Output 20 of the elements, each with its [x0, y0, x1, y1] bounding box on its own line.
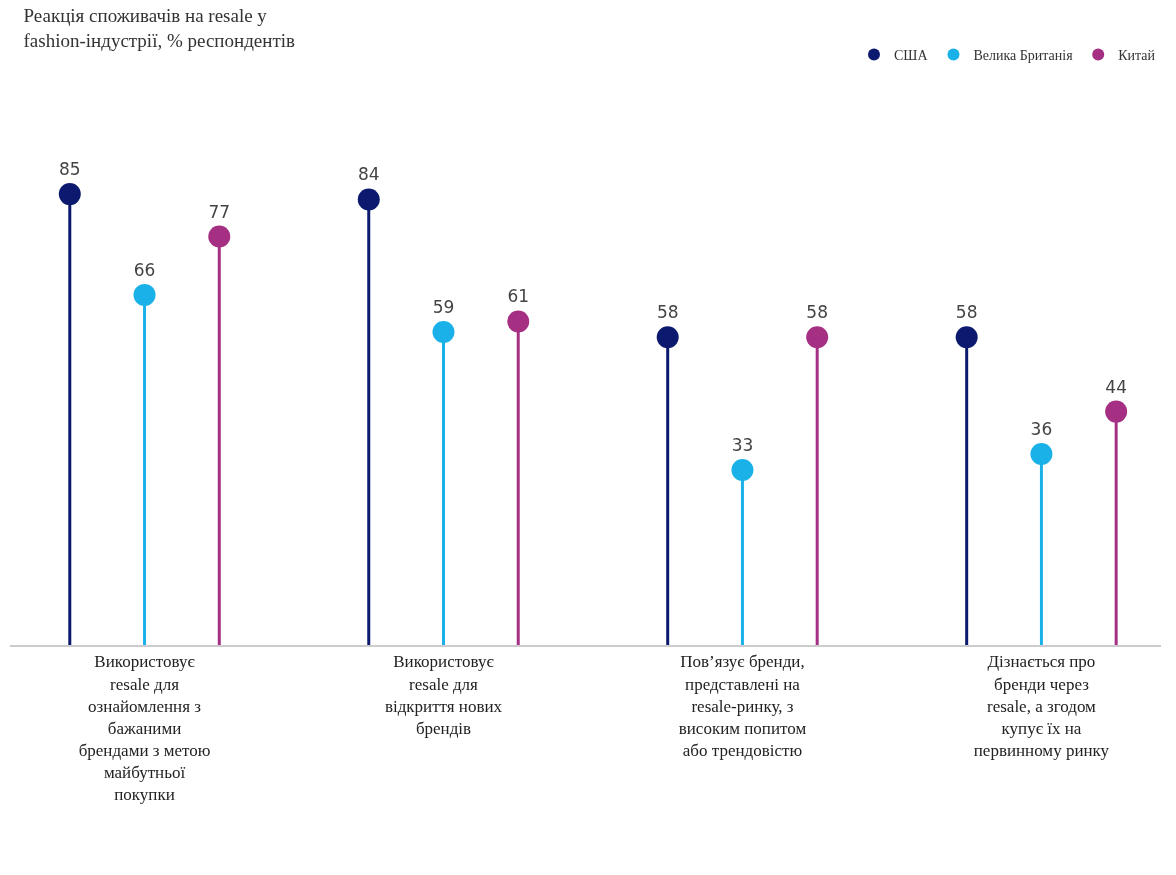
- data-label: 58: [806, 302, 829, 323]
- x-tick-label: Дізнається про бренди через resale, а згодом купує їх на первинному ринку: [973, 652, 1110, 760]
- data-label: 33: [731, 434, 754, 455]
- data-label: 36: [1030, 419, 1053, 440]
- x-tick-label: Використовує resale для ознайомлення з бажаними брендами з метою майбутньої покупки: [78, 652, 211, 804]
- data-label: 66: [133, 259, 156, 280]
- legend-label: Китай: [1118, 48, 1156, 64]
- data-label: 61: [507, 286, 530, 307]
- data-label: 77: [208, 201, 231, 222]
- data-label: 84: [357, 164, 380, 185]
- chart-title: Реакція споживачів на resale у fashion-індустрії, % респондентів: [23, 4, 296, 51]
- x-tick-label: Пов’язує бренди, представлені на resale-ринку, з високим попитом або трендовістю: [678, 652, 807, 760]
- data-label: 44: [1105, 376, 1127, 397]
- legend-label: Велика Британія: [973, 48, 1074, 64]
- data-label: 58: [955, 302, 978, 323]
- legend-label: США: [894, 48, 929, 64]
- data-label: 58: [656, 302, 679, 323]
- x-tick-label: Використовує resale для відкриття нових брендів: [384, 652, 503, 738]
- data-label: 85: [58, 159, 81, 180]
- data-label: 59: [432, 297, 455, 318]
